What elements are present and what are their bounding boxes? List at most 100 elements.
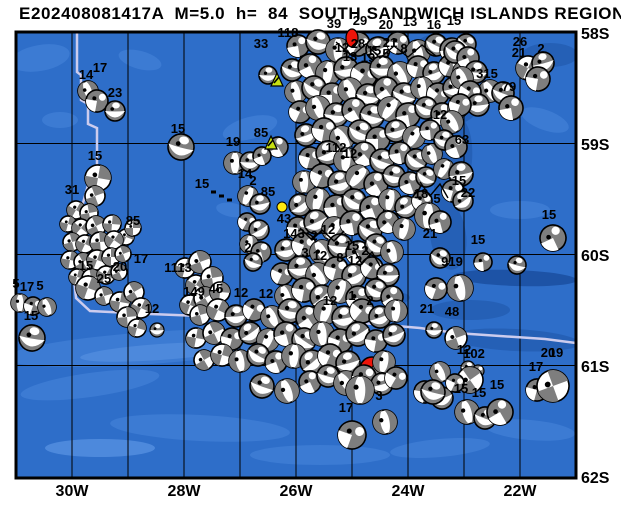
bathy-patch — [430, 300, 510, 320]
beachball — [473, 252, 493, 272]
beachball — [419, 119, 441, 141]
depth-label: 15 — [447, 13, 461, 28]
beachball — [420, 379, 446, 405]
beachball — [486, 398, 514, 426]
beachball — [94, 286, 114, 306]
beachball — [238, 321, 262, 345]
lat-tick-label: 60S — [581, 248, 610, 265]
depth-label: 63 — [455, 132, 469, 147]
depth-label: 20 — [379, 17, 393, 32]
depth-label: 12 — [145, 301, 159, 316]
beachball — [536, 369, 570, 403]
beachball — [301, 75, 327, 101]
lat-tick-label: 58S — [581, 26, 610, 43]
depth-label: 2 — [249, 173, 256, 188]
lon-tick-label: 28W — [168, 483, 202, 500]
depth-label: 15 — [454, 381, 468, 396]
beachball — [104, 230, 124, 250]
depth-label: 15 — [490, 377, 504, 392]
depth-label: 85 — [254, 125, 268, 140]
depth-label: 5 — [36, 278, 43, 293]
beachball — [345, 375, 375, 405]
beachball — [364, 329, 388, 353]
beachball — [127, 318, 147, 338]
bathy-patch — [453, 269, 576, 287]
bathy-patch — [42, 112, 78, 128]
depth-label: 2 — [366, 293, 373, 308]
beachball — [85, 89, 109, 113]
beachball — [382, 164, 406, 188]
beachball — [335, 350, 361, 376]
beachball — [249, 373, 275, 399]
depth-label: 12 — [259, 286, 273, 301]
beachball — [429, 361, 451, 383]
depth-label: 15 — [367, 43, 381, 58]
beachball — [452, 190, 474, 212]
beachball — [149, 322, 165, 338]
beachball — [79, 203, 99, 223]
depth-label: 33 — [254, 36, 268, 51]
bathy-patch — [521, 107, 569, 133]
lat-tick-label: 61S — [581, 359, 610, 376]
beachball — [124, 219, 142, 237]
depth-label: 12 — [433, 107, 447, 122]
beachball — [365, 36, 391, 62]
depth-label: 17 — [20, 279, 34, 294]
depth-label: 14 — [79, 67, 94, 82]
bathy-patch — [250, 445, 390, 465]
depth-label: 5 — [433, 191, 440, 206]
axis-labels: 30W 28W 26W 24W 22W 58S 59S 60S 61S 62S — [56, 26, 610, 500]
depth-label: 19 — [226, 134, 240, 149]
depth-label: 15 — [345, 238, 359, 253]
depth-label: 12 — [335, 40, 349, 55]
beachball — [429, 247, 451, 269]
depth-label: 85 — [126, 213, 140, 228]
depth-label: 20 — [541, 345, 555, 360]
depth-label: 15 — [24, 308, 38, 323]
beachball — [440, 110, 464, 134]
depth-label: 12 — [321, 222, 335, 237]
beachball — [248, 219, 270, 241]
beachball — [382, 323, 406, 347]
depth-label: 2 — [244, 240, 251, 255]
black-tick — [211, 190, 216, 194]
bathy-patch — [45, 439, 155, 457]
depth-label: 43 — [277, 211, 291, 226]
depth-label: 13 — [403, 14, 417, 29]
depth-label: 919 — [441, 254, 463, 269]
beachball — [349, 298, 375, 324]
depth-label: 8 — [336, 250, 343, 265]
lon-tick-label: 24W — [392, 483, 426, 500]
depth-label: 102 — [463, 346, 485, 361]
beachball — [274, 378, 300, 404]
depth-label: 5 — [12, 276, 19, 291]
depth-label: 15 — [472, 385, 486, 400]
depth-label: 13 — [343, 49, 357, 64]
beachball — [246, 343, 270, 367]
beachball — [345, 240, 371, 266]
depth-label: 1113 — [164, 260, 192, 275]
depth-label: 12 — [313, 248, 327, 263]
beachball — [539, 224, 567, 252]
depth-label: 12 — [323, 293, 337, 308]
lat-tick-label: 62S — [581, 470, 610, 487]
depth-label: 3 — [301, 245, 308, 260]
beachball — [37, 297, 57, 317]
depth-label: 20 — [113, 259, 127, 274]
depth-label: 31 — [65, 182, 79, 197]
green-station-marker — [264, 134, 278, 150]
beachball — [18, 324, 46, 352]
green-station-marker — [270, 71, 284, 87]
depth-label: 2 — [537, 41, 544, 56]
depth-label: 17 — [339, 400, 353, 415]
beachball — [202, 321, 226, 345]
lon-tick-label: 22W — [504, 483, 538, 500]
beachball — [104, 100, 126, 122]
depth-label: 22 — [461, 185, 475, 200]
depth-label: 118 — [278, 25, 299, 40]
featured-event-red-ellipse — [345, 28, 359, 48]
depth-label: 17 — [134, 251, 148, 266]
depth-label: 26 — [513, 34, 527, 49]
